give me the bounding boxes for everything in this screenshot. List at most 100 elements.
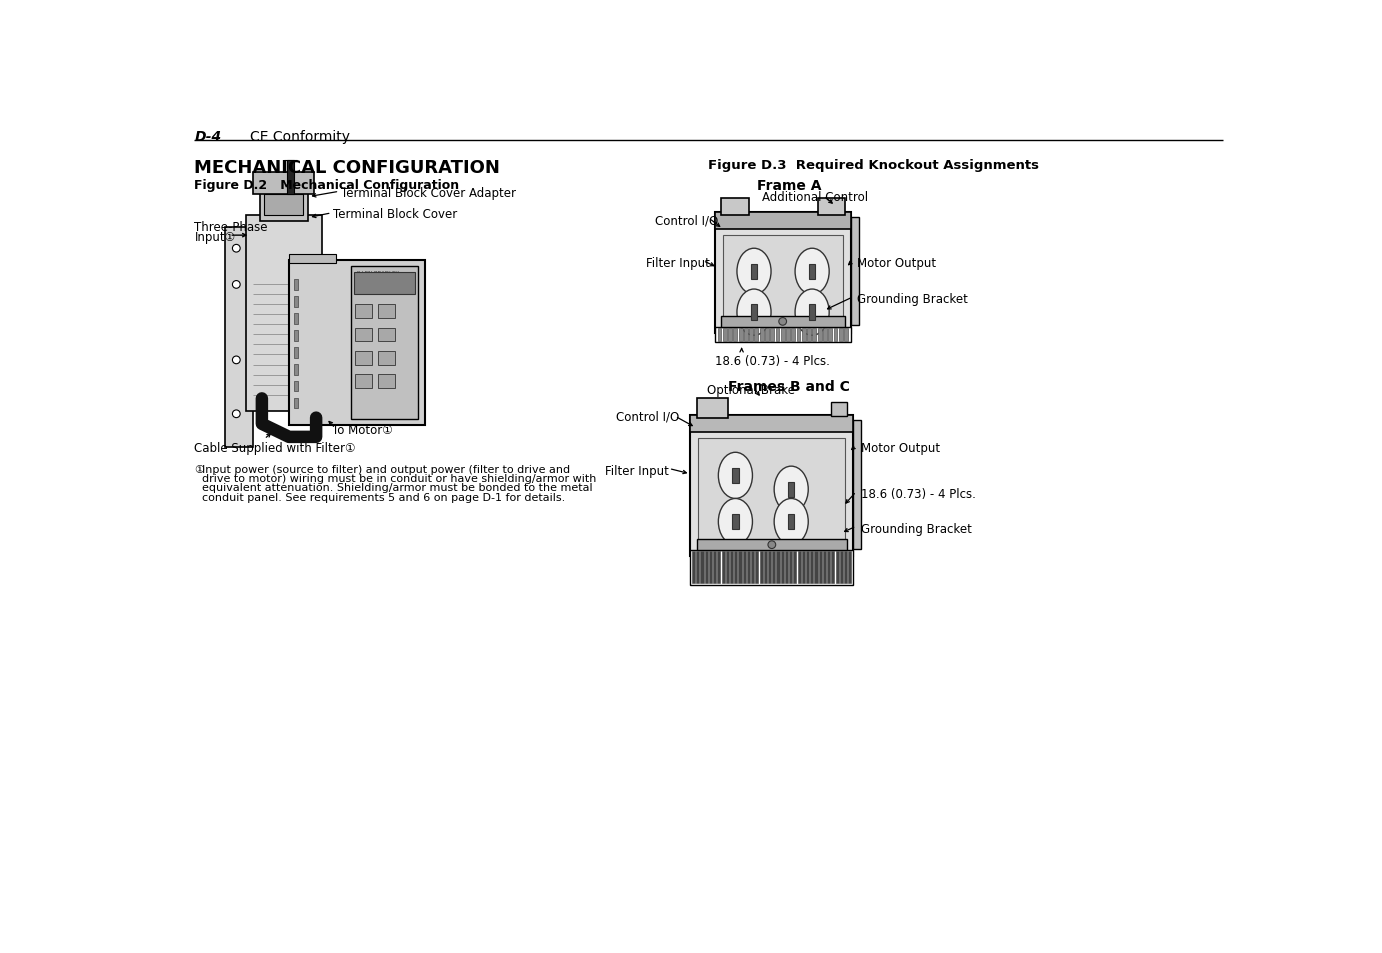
Bar [697,399,728,418]
Text: Control I/O: Control I/O [616,411,680,423]
Bar [293,381,297,392]
Circle shape [232,411,240,418]
Bar [755,328,759,341]
Bar [773,551,775,583]
Bar [818,551,822,583]
Text: Input power (source to filter) and output power (filter to drive and: Input power (source to filter) and outpu… [202,464,571,475]
Text: Filter Input: Filter Input [605,464,669,477]
Text: Terminal Block Cover: Terminal Block Cover [333,208,457,221]
Bar [289,254,336,264]
Bar [789,551,792,583]
Text: Three-Phase: Three-Phase [195,220,268,233]
Ellipse shape [737,290,771,335]
Bar [717,328,721,341]
Bar [734,551,738,583]
Bar [760,328,764,341]
Bar [738,328,742,341]
Bar [742,551,746,583]
Text: 18.6 (0.73) - 4 Plcs.: 18.6 (0.73) - 4 Plcs. [861,487,976,500]
Bar [289,260,424,426]
Bar [379,328,395,342]
Text: 18.6 (0.73) - 4 Plcs.: 18.6 (0.73) - 4 Plcs. [716,355,831,367]
Bar [749,328,753,341]
Bar [717,551,720,583]
Bar [822,328,826,341]
Bar [802,328,806,341]
Bar [716,213,851,334]
Bar [840,551,843,583]
Bar [293,280,297,291]
Circle shape [232,356,240,364]
Ellipse shape [768,541,775,549]
Bar [810,551,814,583]
Text: Filter Input: Filter Input [645,256,709,270]
Ellipse shape [774,499,808,545]
Bar [788,482,795,497]
Bar [709,551,712,583]
Ellipse shape [795,249,829,295]
Bar [752,551,755,583]
Text: To Motor①: To Motor① [332,423,392,436]
Text: Figure D.2   Mechanical Configuration: Figure D.2 Mechanical Configuration [195,179,460,192]
Ellipse shape [719,453,752,499]
Text: Grounding Bracket: Grounding Bracket [857,293,967,306]
Bar [379,305,395,319]
Bar [691,416,853,433]
Bar [293,348,297,358]
Bar [851,218,858,326]
Bar [785,551,788,583]
Circle shape [232,281,240,289]
Bar [697,551,699,583]
Bar [756,551,759,583]
Bar [786,328,791,341]
Bar [792,328,795,341]
Bar [728,328,732,341]
Bar [379,375,395,388]
Bar [844,328,849,341]
Bar [822,551,826,583]
Bar [802,551,804,583]
Bar [806,551,808,583]
Text: Frame A: Frame A [756,179,821,193]
Ellipse shape [795,290,829,335]
Bar [697,539,847,551]
Bar [818,328,821,341]
Bar [797,551,800,583]
Bar [832,403,847,416]
Bar [351,267,419,419]
Bar [287,160,293,195]
Bar [355,375,372,388]
Bar [354,273,416,294]
Bar [828,551,831,583]
Ellipse shape [779,318,786,326]
Circle shape [232,245,240,253]
Bar [836,551,839,583]
Bar [853,420,861,549]
Bar [701,551,703,583]
Text: ①: ① [195,464,205,475]
Ellipse shape [737,249,771,295]
Bar [807,328,811,341]
Bar [738,551,742,583]
Bar [379,352,395,365]
Text: Motor Output: Motor Output [857,256,936,270]
Bar [264,194,303,216]
Bar [293,398,297,409]
Text: equivalent attenuation. Shielding/armor must be bonded to the metal: equivalent attenuation. Shielding/armor … [202,483,593,493]
Bar [768,551,771,583]
Text: Motor Output: Motor Output [861,441,940,455]
Bar [760,551,763,583]
Text: Cable Supplied with Filter①: Cable Supplied with Filter① [195,441,357,455]
Bar [750,305,757,320]
Text: Input①: Input① [195,231,235,244]
Bar [723,236,843,328]
Bar [808,264,815,280]
Bar [716,213,851,230]
Text: Grounding Bracket: Grounding Bracket [861,522,972,535]
Bar [692,551,695,583]
Bar [732,515,738,530]
Bar [721,316,844,328]
Bar [777,551,779,583]
Bar [775,328,779,341]
Bar [818,199,844,216]
